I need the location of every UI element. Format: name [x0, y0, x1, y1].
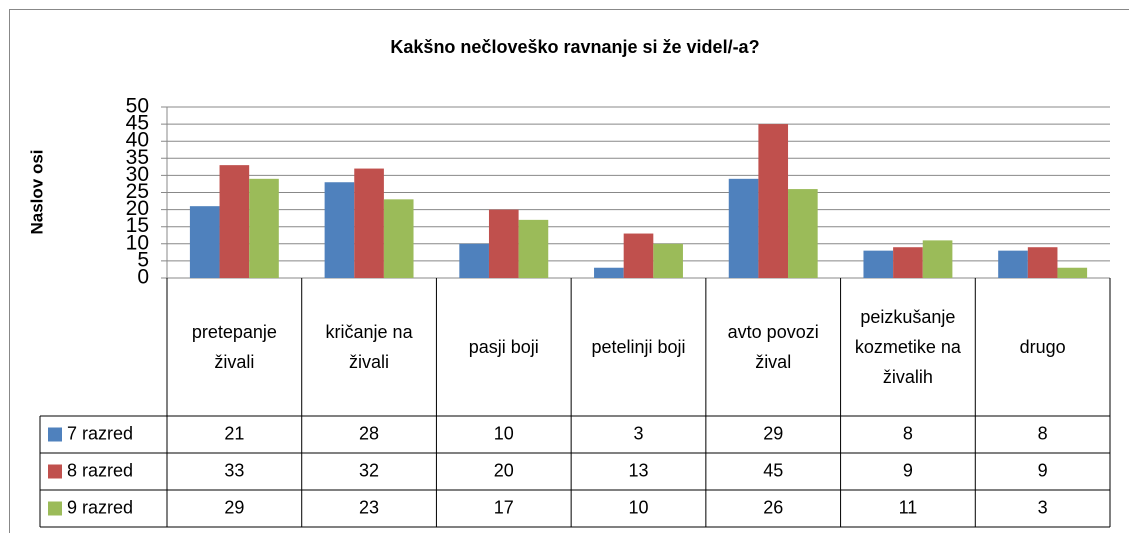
bar — [189, 206, 220, 278]
chart-border — [9, 9, 1129, 533]
table-value: 20 — [494, 460, 514, 480]
y-tick-label: 30 — [126, 163, 149, 186]
bar — [488, 209, 519, 278]
legend-swatch — [48, 501, 62, 516]
chart-title: Kakšno nečloveško ravnanje si že videl/-… — [390, 37, 759, 57]
legend-label: 8 razred — [67, 460, 133, 480]
bar — [863, 250, 894, 278]
table-value: 32 — [359, 460, 379, 480]
bar — [219, 165, 250, 278]
bar — [594, 267, 624, 278]
bar — [354, 168, 384, 278]
y-axis-label: Naslov osi — [27, 149, 46, 234]
y-tick-label: 0 — [137, 266, 149, 289]
table-value: 8 — [1038, 423, 1048, 443]
bar — [383, 199, 414, 278]
x-tick-label: pretepanje živali — [191, 322, 277, 372]
x-tick-label: petelinji boji — [591, 337, 686, 357]
table-value: 45 — [763, 460, 783, 480]
legend-swatch — [48, 427, 62, 442]
bar — [728, 178, 759, 278]
y-tick-label: 5 — [137, 248, 149, 271]
table-value: 17 — [494, 497, 514, 517]
x-tick-label: kričanje na živali — [325, 322, 413, 372]
y-tick-label: 35 — [126, 146, 149, 169]
bar — [324, 182, 355, 278]
table-value: 29 — [763, 423, 783, 443]
bar — [788, 189, 818, 278]
y-tick-label: 40 — [126, 129, 149, 152]
table-value: 23 — [359, 497, 379, 517]
bar — [249, 178, 279, 278]
table-value: 33 — [224, 460, 244, 480]
table-value: 10 — [494, 423, 514, 443]
y-tick-label: 25 — [126, 180, 149, 203]
table-value: 9 — [1038, 460, 1048, 480]
bar — [1057, 267, 1088, 278]
table-value: 21 — [224, 423, 244, 443]
x-tick-label: peizkušanje kozmetike na živalih — [854, 307, 961, 387]
table-value: 11 — [899, 497, 918, 517]
bar — [998, 250, 1028, 278]
bar — [922, 240, 953, 278]
y-tick-label: 10 — [126, 231, 149, 254]
table-value: 9 — [903, 460, 913, 480]
x-tick-label: avto povozi žival — [727, 322, 819, 372]
x-tick-label: pasji boji — [468, 337, 539, 357]
table-value: 10 — [628, 497, 648, 517]
bar — [459, 243, 489, 278]
table-value: 3 — [1038, 497, 1048, 517]
x-tick-label: drugo — [1019, 337, 1066, 357]
bar — [1027, 247, 1058, 278]
table-value: 13 — [628, 460, 648, 480]
bar — [758, 124, 789, 278]
bar — [653, 243, 683, 278]
y-tick-label: 45 — [126, 112, 149, 135]
bar — [518, 219, 549, 278]
table-value: 8 — [903, 423, 913, 443]
bar — [893, 247, 923, 278]
table-value: 26 — [763, 497, 783, 517]
legend-label: 9 razred — [67, 497, 133, 517]
y-tick-label: 50 — [126, 95, 149, 118]
legend-swatch — [48, 464, 62, 479]
bar — [623, 233, 654, 278]
table-value: 3 — [633, 423, 643, 443]
y-tick-label: 15 — [126, 214, 149, 237]
legend-label: 7 razred — [67, 423, 133, 443]
table-value: 28 — [359, 423, 379, 443]
y-tick-label: 20 — [126, 197, 149, 220]
table-value: 29 — [224, 497, 244, 517]
